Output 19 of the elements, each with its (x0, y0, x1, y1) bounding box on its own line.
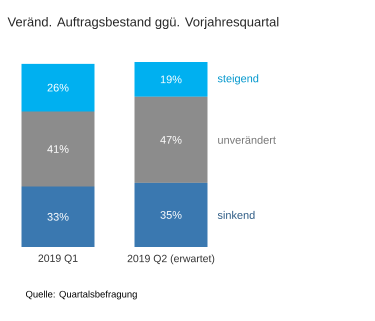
bar (22, 64, 94, 112)
series-label: steigend (218, 74, 258, 84)
series-label: sinkend (218, 210, 255, 219)
data-label: 47% (160, 136, 182, 144)
data-label: 35% (160, 211, 182, 219)
bar (134, 62, 208, 97)
data-label: 26% (48, 84, 69, 92)
source-note: Quelle: Quartalsbefragung (26, 290, 137, 300)
bar (22, 111, 94, 187)
x-tick-label: 2019 Q2 (erwartet) (128, 254, 214, 264)
bar (134, 182, 208, 247)
series-label: unverändert (218, 136, 276, 144)
chart-title: Veränd. Auftragsbestand ggü. Vorjahresquartal (8, 16, 278, 30)
data-label: 33% (47, 212, 69, 221)
bar (134, 96, 208, 183)
x-tick-label: 2019 Q1 (38, 254, 78, 264)
data-label: 41% (47, 145, 69, 153)
data-label: 19% (160, 76, 182, 84)
bar (22, 186, 94, 247)
